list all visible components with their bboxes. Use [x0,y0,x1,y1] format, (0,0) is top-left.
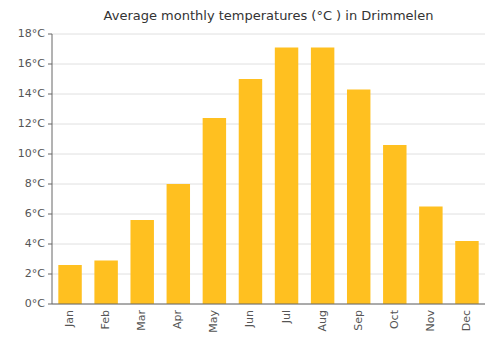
tick-mark [48,64,52,65]
tick-mark [48,94,52,95]
tick-label: Feb [99,310,112,329]
tick-label: Oct [388,309,401,329]
tick-label: 4°C [25,237,45,250]
bar [203,118,226,304]
bar [455,241,478,304]
bars [58,48,478,305]
bar [383,145,406,304]
tick-mark [48,184,52,185]
bar [94,261,117,305]
bar [239,79,262,304]
tick-label: Sep [352,310,365,331]
title: Average monthly temperatures (°C ) in Dr… [104,8,434,23]
tick-label: 14°C [18,87,45,100]
chart-container: Average monthly temperatures (°C ) in Dr… [0,0,500,350]
tick-label: Nov [424,310,437,332]
tick-label: Jan [63,310,76,328]
bar [275,48,298,305]
bar [58,265,81,304]
tick-mark [48,154,52,155]
chart: Average monthly temperatures (°C ) in Dr… [0,0,500,350]
tick-label: 8°C [25,177,45,190]
grid-line [52,64,485,65]
tick-mark [48,304,52,305]
bar [347,90,370,305]
bar [419,207,442,305]
axis-line [52,34,53,304]
tick-label: 10°C [18,147,45,160]
tick-label: Aug [316,310,329,331]
x-axis: Jan Feb Mar Apr May Jun Jul Aug Sep Oct Nov Dec [63,309,473,332]
axis-line [52,304,485,305]
tick-mark [48,214,52,215]
bar [167,184,190,304]
tick-label: 0°C [25,297,45,310]
tick-label: 18°C [18,27,45,40]
grid [52,34,485,304]
tick-label: 12°C [18,117,45,130]
tick-mark [48,34,52,35]
grid-line [52,124,485,125]
grid-line [52,94,485,95]
grid-line [52,304,485,305]
tick-label: 16°C [18,57,45,70]
bar [130,220,153,304]
tick-mark [48,244,52,245]
grid-line [52,34,485,35]
tick-mark [48,274,52,275]
tick-label: Jun [243,310,256,328]
tick-mark [48,124,52,125]
bar [311,48,334,305]
tick-label: Jul [280,310,293,324]
tick-label: Dec [460,310,473,331]
grid-line [52,184,485,185]
tick-label: Mar [135,310,148,331]
tick-label: 2°C [25,267,45,280]
y-axis: 0°C 2°C 4°C 6°C 8°C 10°C 12°C 14°C 16°C 18°C [18,27,52,310]
tick-label: Apr [171,310,184,330]
tick-label: 6°C [25,207,45,220]
grid-line [52,154,485,155]
tick-label: May [207,310,220,333]
